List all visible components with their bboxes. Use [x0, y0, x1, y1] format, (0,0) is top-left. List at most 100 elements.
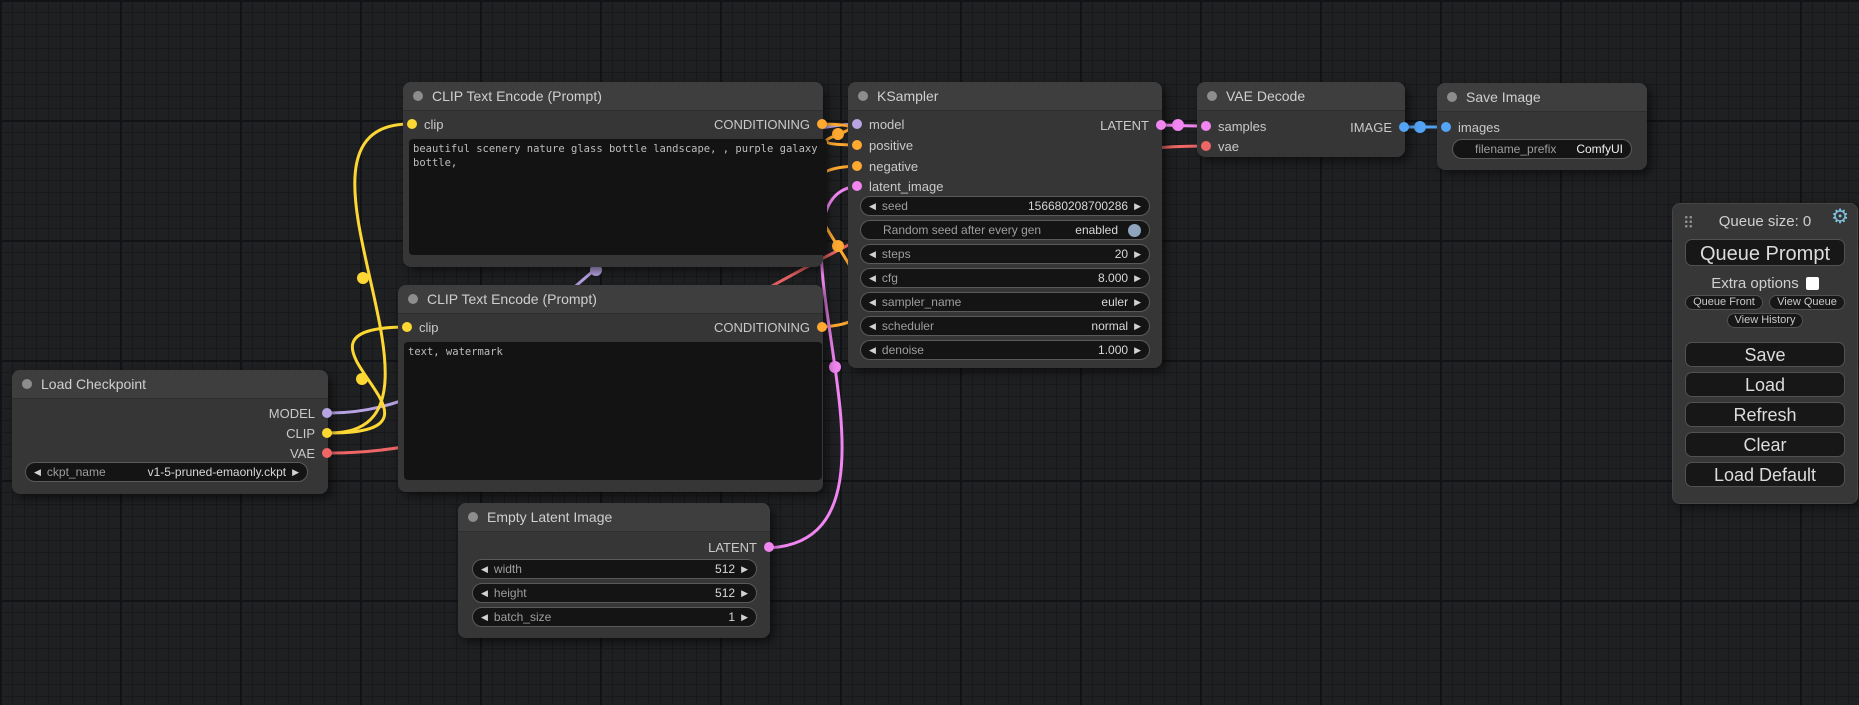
- widget-sampler-name[interactable]: ◀ sampler_name euler ▶: [860, 292, 1150, 312]
- output-dot-conditioning[interactable]: [817, 119, 827, 129]
- node-titlebar[interactable]: CLIP Text Encode (Prompt): [403, 82, 823, 111]
- input-dot-conditioning[interactable]: [852, 140, 862, 150]
- queue-front-button[interactable]: Queue Front: [1685, 295, 1763, 310]
- collapse-dot-icon[interactable]: [1207, 91, 1217, 101]
- output-dot-conditioning[interactable]: [817, 322, 827, 332]
- decrement-arrow-icon[interactable]: ◀: [34, 466, 41, 477]
- input-dot-conditioning[interactable]: [852, 161, 862, 171]
- increment-arrow-icon[interactable]: ▶: [1134, 320, 1141, 331]
- clear-button[interactable]: Clear: [1685, 432, 1845, 457]
- decrement-arrow-icon[interactable]: ◀: [481, 563, 488, 574]
- slot-label: samples: [1218, 118, 1267, 134]
- input-dot-vae[interactable]: [1201, 141, 1211, 151]
- settings-gear-icon[interactable]: ⚙: [1831, 206, 1849, 228]
- widget-label: ckpt_name: [46, 465, 106, 479]
- decrement-arrow-icon[interactable]: ◀: [869, 296, 876, 307]
- output-dot-vae[interactable]: [322, 448, 332, 458]
- output-dot-clip[interactable]: [322, 428, 332, 438]
- link-midpoint-dot[interactable]: [829, 361, 841, 373]
- node-titlebar[interactable]: CLIP Text Encode (Prompt): [398, 285, 823, 314]
- slot-label: CONDITIONING: [713, 116, 810, 132]
- input-dot-clip[interactable]: [402, 322, 412, 332]
- load-button[interactable]: Load: [1685, 372, 1845, 397]
- drag-handle-icon[interactable]: [1684, 215, 1693, 229]
- output-dot-model[interactable]: [322, 408, 332, 418]
- node-titlebar[interactable]: KSampler: [848, 82, 1162, 111]
- slot-label: latent_image: [869, 178, 944, 194]
- widget-ckpt-name[interactable]: ◀ ckpt_name v1-5-pruned-emaonly.ckpt ▶: [25, 462, 308, 482]
- output-dot-image[interactable]: [1399, 122, 1409, 132]
- increment-arrow-icon[interactable]: ▶: [292, 466, 299, 477]
- node-titlebar[interactable]: VAE Decode: [1197, 82, 1405, 111]
- input-dot-clip[interactable]: [407, 119, 417, 129]
- prompt-text-area[interactable]: beautiful scenery nature glass bottle la…: [409, 139, 827, 255]
- decrement-arrow-icon[interactable]: ◀: [869, 344, 876, 355]
- widget-steps[interactable]: ◀ steps 20 ▶: [860, 244, 1150, 264]
- node-load-checkpoint: Load Checkpoint MODEL CLIP VAE ◀ ckpt_na…: [12, 370, 332, 494]
- widget-cfg[interactable]: ◀ cfg 8.000 ▶: [860, 268, 1150, 288]
- node-titlebar[interactable]: Save Image: [1437, 83, 1647, 112]
- widget-denoise[interactable]: ◀ denoise 1.000 ▶: [860, 340, 1150, 360]
- load-default-button[interactable]: Load Default: [1685, 462, 1845, 487]
- link-midpoint-dot[interactable]: [356, 373, 368, 385]
- decrement-arrow-icon[interactable]: ◀: [869, 248, 876, 259]
- input-dot-model[interactable]: [852, 119, 862, 129]
- widget-value: 8.000: [1098, 271, 1129, 285]
- increment-arrow-icon[interactable]: ▶: [1134, 200, 1141, 211]
- slot-label: IMAGE: [1350, 119, 1392, 135]
- input-dot-image[interactable]: [1441, 122, 1451, 132]
- collapse-dot-icon[interactable]: [413, 91, 423, 101]
- increment-arrow-icon[interactable]: ▶: [1134, 296, 1141, 307]
- increment-arrow-icon[interactable]: ▶: [741, 587, 748, 598]
- prompt-text-area[interactable]: text, watermark: [404, 342, 822, 480]
- decrement-arrow-icon[interactable]: ◀: [481, 611, 488, 622]
- collapse-dot-icon[interactable]: [858, 91, 868, 101]
- link-midpoint-dot[interactable]: [832, 240, 844, 252]
- increment-arrow-icon[interactable]: ▶: [1134, 248, 1141, 259]
- node-titlebar[interactable]: Empty Latent Image: [458, 503, 770, 532]
- output-dot-latent[interactable]: [1156, 120, 1166, 130]
- widget-width[interactable]: ◀ width 512 ▶: [472, 559, 757, 579]
- collapse-dot-icon[interactable]: [468, 512, 478, 522]
- collapse-dot-icon[interactable]: [22, 379, 32, 389]
- increment-arrow-icon[interactable]: ▶: [1134, 344, 1141, 355]
- widget-batch-size[interactable]: ◀ batch_size 1 ▶: [472, 607, 757, 627]
- widget-height[interactable]: ◀ height 512 ▶: [472, 583, 757, 603]
- save-button[interactable]: Save: [1685, 342, 1845, 367]
- collapse-dot-icon[interactable]: [408, 294, 418, 304]
- queue-prompt-button[interactable]: Queue Prompt: [1685, 239, 1845, 266]
- node-titlebar[interactable]: Load Checkpoint: [12, 370, 328, 399]
- link-midpoint-dot[interactable]: [590, 264, 602, 276]
- widget-value: 1.000: [1098, 343, 1129, 357]
- slot-label: MODEL: [268, 405, 315, 421]
- link-midpoint-dot[interactable]: [357, 272, 369, 284]
- widget-value: 1: [728, 610, 736, 624]
- input-dot-latent[interactable]: [852, 181, 862, 191]
- widget-filename-prefix[interactable]: filename_prefix ComfyUI: [1452, 139, 1632, 159]
- collapse-dot-icon[interactable]: [1447, 92, 1457, 102]
- increment-arrow-icon[interactable]: ▶: [741, 611, 748, 622]
- link-midpoint-dot[interactable]: [832, 128, 844, 140]
- output-dot-latent[interactable]: [764, 542, 774, 552]
- widget-seed[interactable]: ◀ seed 156680208700286 ▶: [860, 196, 1150, 216]
- decrement-arrow-icon[interactable]: ◀: [869, 320, 876, 331]
- decrement-arrow-icon[interactable]: ◀: [869, 272, 876, 283]
- toggle-knob-icon[interactable]: [1128, 223, 1141, 237]
- view-history-button[interactable]: View History: [1727, 313, 1803, 328]
- increment-arrow-icon[interactable]: ▶: [1134, 272, 1141, 283]
- widget-label: Random seed after every gen: [883, 223, 1042, 237]
- extra-options-checkbox[interactable]: [1805, 277, 1819, 290]
- widget-random-seed-toggle[interactable]: Random seed after every gen enabled: [860, 220, 1150, 240]
- slot-label: model: [869, 116, 905, 132]
- decrement-arrow-icon[interactable]: ◀: [481, 587, 488, 598]
- slot-label: images: [1458, 119, 1500, 135]
- link-midpoint-dot[interactable]: [1172, 119, 1184, 131]
- refresh-button[interactable]: Refresh: [1685, 402, 1845, 427]
- view-queue-button[interactable]: View Queue: [1769, 295, 1845, 310]
- decrement-arrow-icon[interactable]: ◀: [869, 200, 876, 211]
- input-dot-latent[interactable]: [1201, 121, 1211, 131]
- increment-arrow-icon[interactable]: ▶: [741, 563, 748, 574]
- link-midpoint-dot[interactable]: [1414, 121, 1426, 133]
- widget-scheduler[interactable]: ◀ scheduler normal ▶: [860, 316, 1150, 336]
